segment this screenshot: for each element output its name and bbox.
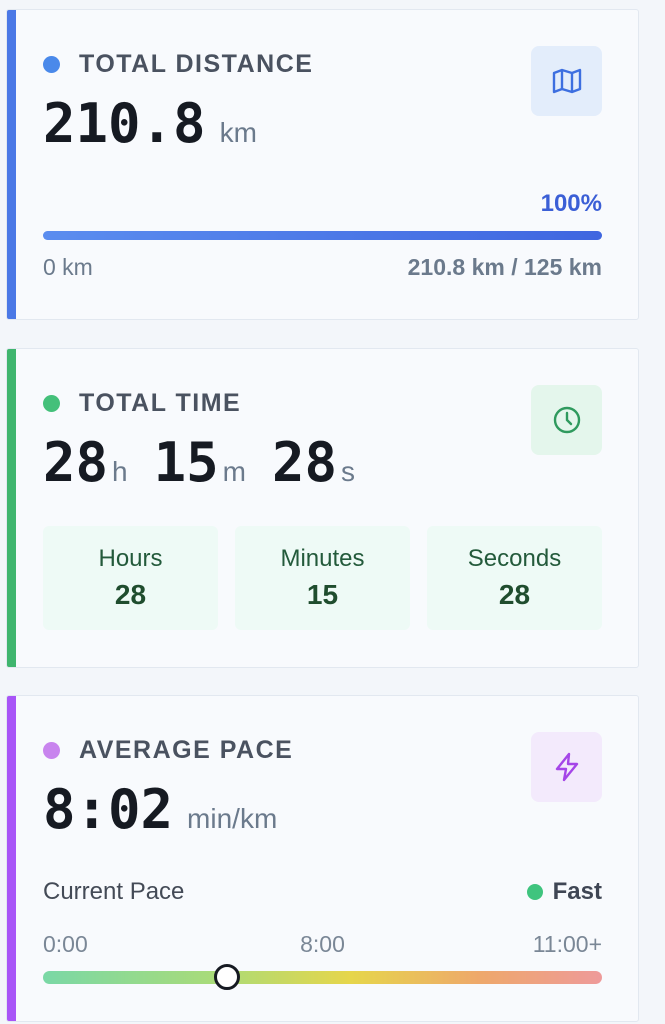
- time-seconds-value: 28: [271, 431, 337, 494]
- distance-unit: km: [219, 117, 257, 148]
- time-breakdown: Hours 28 Minutes 15 Seconds 28: [43, 526, 602, 630]
- time-hours-unit: h: [112, 456, 128, 487]
- breakdown-minutes-value: 15: [306, 579, 339, 610]
- distance-header: TOTAL DISTANCE: [43, 50, 313, 79]
- distance-max-label: 210.8 km / 125 km: [407, 254, 602, 280]
- breakdown-seconds-label: Seconds: [467, 545, 562, 572]
- pace-marker: [214, 964, 241, 990]
- time-header: TOTAL TIME: [43, 389, 241, 418]
- distance-accent-bar: [7, 10, 16, 319]
- pace-gradient-track: [43, 964, 602, 990]
- distance-percent: 100%: [540, 190, 602, 217]
- pace-card: AVERAGE PACE 8:02 min/km Current Pace Fa…: [6, 695, 639, 1022]
- time-seconds-unit: s: [341, 456, 355, 487]
- breakdown-minutes-label: Minutes: [280, 545, 365, 572]
- time-icon-button[interactable]: [531, 385, 602, 455]
- pace-value-row: 8:02 min/km: [43, 778, 277, 841]
- pace-dot: [43, 742, 60, 759]
- clock-icon: [553, 406, 580, 434]
- breakdown-hours-label: Hours: [98, 545, 163, 572]
- breakdown-hours-value: 28: [114, 579, 147, 610]
- time-minutes-unit: m: [222, 456, 246, 487]
- distance-dot: [43, 56, 60, 73]
- time-accent-bar: [7, 349, 16, 667]
- time-hours-value: 28: [43, 431, 109, 494]
- map-icon: [552, 68, 581, 94]
- distance-progress-track: [43, 231, 602, 240]
- pace-status-text: Fast: [552, 878, 602, 905]
- pace-status-dot: [526, 884, 543, 900]
- distance-label: TOTAL DISTANCE: [79, 50, 314, 78]
- distance-progress-fill: [43, 231, 602, 240]
- current-pace-label: Current Pace: [43, 878, 185, 905]
- distance-value-row: 210.8 km: [43, 92, 257, 155]
- lightning-icon: [555, 752, 578, 782]
- distance-min-label: 0 km: [43, 254, 93, 280]
- breakdown-seconds-value: 28: [498, 579, 531, 610]
- time-label: TOTAL TIME: [79, 389, 242, 417]
- distance-icon-button[interactable]: [531, 46, 602, 116]
- time-minutes-value: 15: [153, 431, 219, 494]
- pace-label: AVERAGE PACE: [79, 736, 294, 764]
- time-card: TOTAL TIME 28 h 15 m 28 s Hours 28 Minut…: [6, 348, 639, 668]
- pace-header: AVERAGE PACE: [43, 736, 293, 765]
- time-value-row: 28 h 15 m 28 s: [43, 431, 381, 494]
- breakdown-hours: Hours 28: [43, 526, 218, 630]
- pace-status-badge: Fast: [526, 878, 602, 906]
- pace-value: 8:02: [43, 778, 174, 841]
- pace-scale-mid: 8:00: [300, 931, 345, 957]
- breakdown-seconds: Seconds 28: [427, 526, 602, 630]
- time-dot: [43, 395, 60, 412]
- breakdown-minutes: Minutes 15: [235, 526, 410, 630]
- pace-scale-max: 11:00+: [532, 931, 602, 957]
- pace-unit: min/km: [187, 803, 278, 834]
- pace-accent-bar: [7, 696, 16, 1021]
- distance-value: 210.8: [43, 92, 206, 155]
- pace-scale-min: 0:00: [43, 931, 88, 957]
- distance-card: TOTAL DISTANCE 210.8 km 100% 0 km 210.8 …: [6, 9, 639, 320]
- pace-icon-button[interactable]: [531, 732, 602, 802]
